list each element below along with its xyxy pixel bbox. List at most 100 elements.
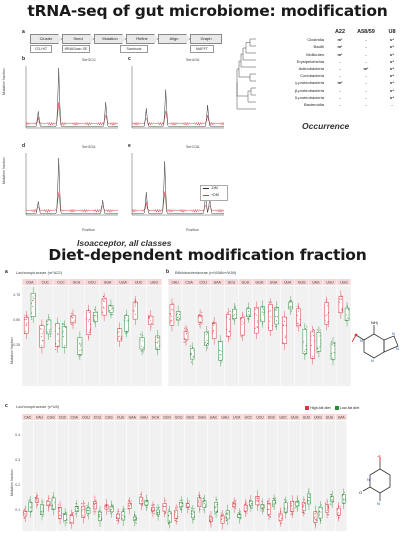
bottom-ylabel-c: Mutation fraction [10,469,14,496]
panel-c-point [274,501,277,503]
panel-c-box [162,503,167,512]
panel-c-point [52,496,54,498]
panel-a-point [70,322,72,324]
panel-c-point [291,505,293,507]
panel-c-point [140,493,142,496]
panel-b-point [207,342,209,344]
pipeline-tool-3: MAFFT [190,45,214,53]
panel-b-point [169,322,171,324]
panel-a-point [81,349,83,351]
panel-c-point [249,500,251,502]
panel-c-point [320,504,322,506]
panel-a-point [49,329,51,331]
panel-c-column-bg [208,421,220,531]
panel-b-point [234,308,236,310]
panel-a-point [55,349,57,351]
panel-c-point [51,499,53,501]
panel-c-point [123,515,125,517]
panel-c-point [250,499,252,501]
panel-a-box [132,301,138,320]
panel-a-point [56,345,58,347]
phylogeny-tree [236,38,256,110]
panel-c-point [245,510,248,512]
panel-b-point [332,359,334,361]
panel-b-point [319,346,321,348]
panel-c-point [250,503,253,505]
occ-row-name: Bacilli [313,44,324,50]
occ-cell: m¹ [337,44,343,50]
panel-a-box [30,293,36,317]
panel-b-point [345,319,348,321]
panel-c-point [52,507,54,509]
panel-c-point [284,499,286,501]
panel-c-point [144,500,146,502]
panel-c-point [49,504,51,506]
panel-c-point [112,504,114,506]
panel-c-point [238,512,240,514]
panel-a-point [143,349,145,351]
panel-c-ytick: 0.1 [15,508,20,512]
panel-c-point [116,520,118,522]
panel-c-point [101,517,103,520]
panel-c-point [313,513,315,515]
panel-b-point [313,357,315,359]
panel-c-point [298,502,300,504]
panel-c-column-bg [312,421,324,531]
panel-c-point [248,499,251,501]
occ-cell: - [365,102,367,108]
panel-c-point [193,511,195,514]
panel-b-point [241,323,243,325]
occ-cell: - [339,66,341,72]
series-dm-minus-line [132,161,224,215]
panel-c-label: c [128,56,131,62]
panel-c-codon-strip [149,414,161,420]
panel-a-codon-strip [53,279,69,285]
panel-a-point [77,354,79,356]
panel-a-point [96,311,98,313]
panel-c-point [87,510,89,512]
panel-c-point [116,517,118,519]
panel-c-column-bg [173,421,185,531]
panel-a-point [57,332,59,335]
panel-b-point [320,339,322,341]
panel-b-box [254,307,259,334]
panel-a-point [143,347,145,349]
panel-c-point [65,511,67,513]
panel-c-point [307,501,309,503]
panel-c-point [165,512,167,514]
panel-b-point [234,305,236,307]
panel-c-point [64,512,66,515]
panel-b-point [327,311,329,314]
panel-c-point [28,499,30,501]
panel-a-point [134,303,137,305]
panel-a-point [151,322,153,325]
svg-text:S: S [377,455,381,459]
panel-c-point [202,497,204,499]
panel-c-point [336,514,339,516]
panel-c-point [174,507,177,509]
panel-b-point [186,328,188,330]
panel-c-point [157,507,159,509]
panel-b-point [340,298,342,300]
panel-c-point [109,509,111,511]
panel-a-point [134,302,136,304]
panel-c-point [337,512,339,514]
panel-c-point [167,523,170,525]
panel-a-point [63,324,65,326]
occ-cell: s⁴ [389,87,395,93]
panel-c-point [53,496,55,498]
panel-a-point [89,330,91,332]
panel-c-box [318,506,323,519]
panel-c-point [343,499,345,501]
panel-a-codon-label: CCC [57,280,65,284]
panel-a-point [108,304,110,306]
panel-b-point [177,316,179,318]
panel-c-point [209,516,211,518]
panel-b-point [226,328,228,330]
panel-c-codon-strip [45,414,57,420]
panel-c-point [220,522,222,524]
panel-c-point [152,510,154,512]
occ-row: Actinobacteria - m¹ s⁴ [236,65,405,72]
panel-c-point [327,507,329,509]
panel-a-point [142,335,144,337]
